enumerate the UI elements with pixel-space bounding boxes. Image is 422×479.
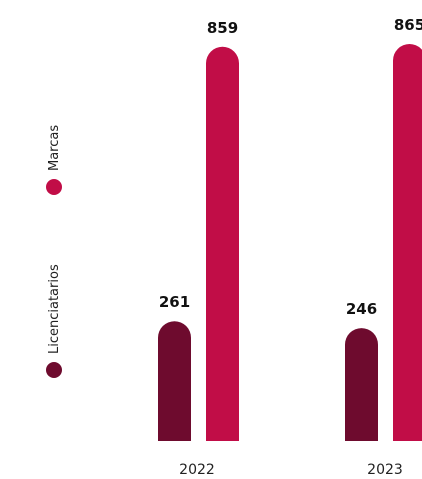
value-label-marcas-2022: 859 <box>207 19 238 37</box>
value-label-licenciatarios-2023: 246 <box>346 300 377 318</box>
legend-label-licenciatarios: Licenciatarios <box>47 264 62 354</box>
legend: Marcas Licenciatarios <box>46 125 62 378</box>
bar-licenciatarios-2023 <box>345 328 378 441</box>
value-label-licenciatarios-2022: 261 <box>159 293 190 311</box>
x-tick-label-2022: 2022 <box>179 462 215 478</box>
bar-marcas-2022 <box>206 46 239 442</box>
x-tick-label-2023: 2023 <box>367 462 403 478</box>
category-labels: 2022 2023 <box>179 462 403 478</box>
legend-dot-marcas <box>46 179 62 195</box>
legend-dot-licenciatarios <box>46 362 62 378</box>
bar-marcas-2023 <box>393 44 422 441</box>
value-labels: 261 859 246 865 <box>159 16 422 318</box>
legend-label-marcas: Marcas <box>47 125 62 171</box>
bar-licenciatarios-2022 <box>158 321 191 441</box>
value-label-marcas-2023: 865 <box>394 16 422 34</box>
bars <box>158 44 422 442</box>
